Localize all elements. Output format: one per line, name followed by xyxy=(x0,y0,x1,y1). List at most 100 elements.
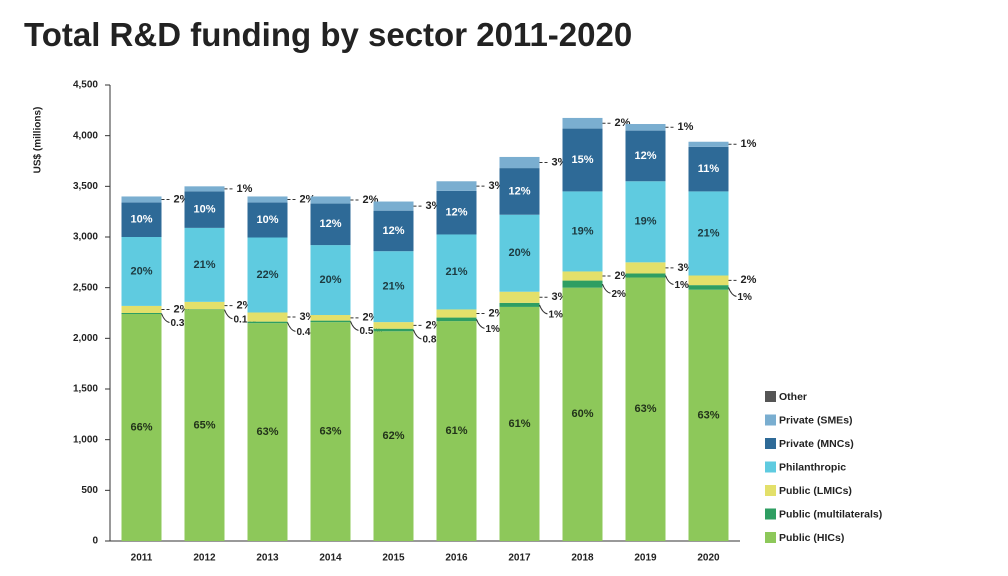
data-label: 19% xyxy=(634,216,656,228)
data-label: 2% xyxy=(741,274,757,286)
bar-segment xyxy=(184,186,225,192)
y-tick-label: 500 xyxy=(81,485,98,496)
bar-segment xyxy=(247,202,288,238)
bar-segment xyxy=(373,251,414,323)
data-label: 63% xyxy=(319,425,341,437)
bar-segment xyxy=(499,156,540,169)
bar-segment xyxy=(625,124,666,131)
data-label: 1% xyxy=(741,138,757,150)
x-tick-label: 2017 xyxy=(508,553,531,564)
bar-segment xyxy=(310,245,351,316)
data-label: 15% xyxy=(571,154,593,166)
data-label: 20% xyxy=(319,274,341,286)
bar-segment xyxy=(310,203,351,246)
legend-label: Private (MNCs) xyxy=(779,438,854,450)
data-label: 1% xyxy=(675,280,690,291)
legend-swatch xyxy=(765,438,776,449)
data-label: 12% xyxy=(445,207,467,219)
data-label: 60% xyxy=(571,408,593,420)
bar-segment xyxy=(499,306,540,541)
data-label: 0.5% xyxy=(360,326,383,337)
bar-segment xyxy=(247,323,288,541)
data-label: 0.1% xyxy=(234,314,257,325)
data-label: 21% xyxy=(193,259,215,271)
data-label: 0.8% xyxy=(423,335,446,346)
data-label: 10% xyxy=(130,214,152,226)
bar-segment xyxy=(688,191,729,276)
bar-segment xyxy=(562,128,603,192)
x-tick-label: 2016 xyxy=(445,553,468,564)
data-label: 66% xyxy=(130,421,152,433)
bar-segment xyxy=(121,196,162,203)
bar-segment xyxy=(499,291,540,303)
data-label: 22% xyxy=(256,269,278,281)
label-leader xyxy=(350,321,359,331)
label-leader xyxy=(602,283,611,294)
data-label: 21% xyxy=(445,266,467,278)
bar-segment xyxy=(688,275,729,286)
legend-label: Philanthropic xyxy=(779,461,846,473)
x-tick-label: 2015 xyxy=(382,553,405,564)
bar-segment xyxy=(184,309,225,541)
legend-swatch xyxy=(765,485,776,496)
bar-segment xyxy=(121,314,162,541)
data-label: 0.4% xyxy=(297,327,320,338)
data-label: 63% xyxy=(256,426,278,438)
x-tick-label: 2019 xyxy=(634,553,657,564)
data-label: 65% xyxy=(193,419,215,431)
data-label: 61% xyxy=(508,418,530,430)
bar-segment xyxy=(436,321,477,541)
bar-segment xyxy=(436,309,477,318)
data-label: 12% xyxy=(634,150,656,162)
bar-segment xyxy=(436,190,477,235)
data-label: 19% xyxy=(571,225,593,237)
bar-segment xyxy=(562,280,603,288)
data-label: 2% xyxy=(612,289,627,300)
bar-segment xyxy=(373,328,414,332)
legend-swatch xyxy=(765,461,776,473)
bar-segment xyxy=(373,210,414,252)
bar-segment xyxy=(184,309,225,310)
bar-segment xyxy=(121,237,162,306)
legend-label: Other xyxy=(779,391,807,403)
bar-segment xyxy=(121,313,162,315)
bar-segment xyxy=(121,202,162,237)
legend-label: Public (multilaterals) xyxy=(779,508,882,520)
x-tick-label: 2012 xyxy=(193,553,216,564)
data-label: 20% xyxy=(508,247,530,259)
bar-segment xyxy=(499,168,540,215)
bar-segment xyxy=(184,301,225,310)
data-label: 63% xyxy=(634,403,656,415)
bar-segment xyxy=(499,302,540,307)
label-leader xyxy=(413,329,422,340)
data-label: 20% xyxy=(130,265,152,277)
bar-segment xyxy=(688,141,729,147)
bar-segment xyxy=(499,214,540,292)
x-tick-label: 2011 xyxy=(131,553,153,564)
y-tick-label: 4,000 xyxy=(73,130,98,141)
y-tick-label: 2,500 xyxy=(73,282,98,293)
legend-swatch xyxy=(765,532,776,543)
y-tick-label: 3,000 xyxy=(73,232,98,243)
legend-swatch xyxy=(765,508,776,520)
data-label: 1% xyxy=(237,183,253,195)
data-label: 1% xyxy=(738,292,753,303)
data-label: 21% xyxy=(697,227,719,239)
bar-segment xyxy=(436,234,477,310)
data-label: 11% xyxy=(698,163,720,175)
data-label: 12% xyxy=(319,218,341,230)
bar-segment xyxy=(688,285,729,290)
label-leader xyxy=(728,287,737,297)
data-label: 62% xyxy=(382,430,404,442)
bar-segment xyxy=(562,117,603,129)
bar-segment xyxy=(247,196,288,203)
bar-segment xyxy=(625,262,666,274)
y-tick-label: 3,500 xyxy=(73,181,98,192)
bar-segment xyxy=(121,305,162,313)
data-label: 10% xyxy=(193,204,215,216)
legend-label: Public (LMICs) xyxy=(779,485,852,497)
chart-title: Total R&D funding by sector 2011-2020 xyxy=(24,16,632,53)
x-tick-label: 2013 xyxy=(256,553,279,564)
legend-swatch xyxy=(765,391,776,402)
